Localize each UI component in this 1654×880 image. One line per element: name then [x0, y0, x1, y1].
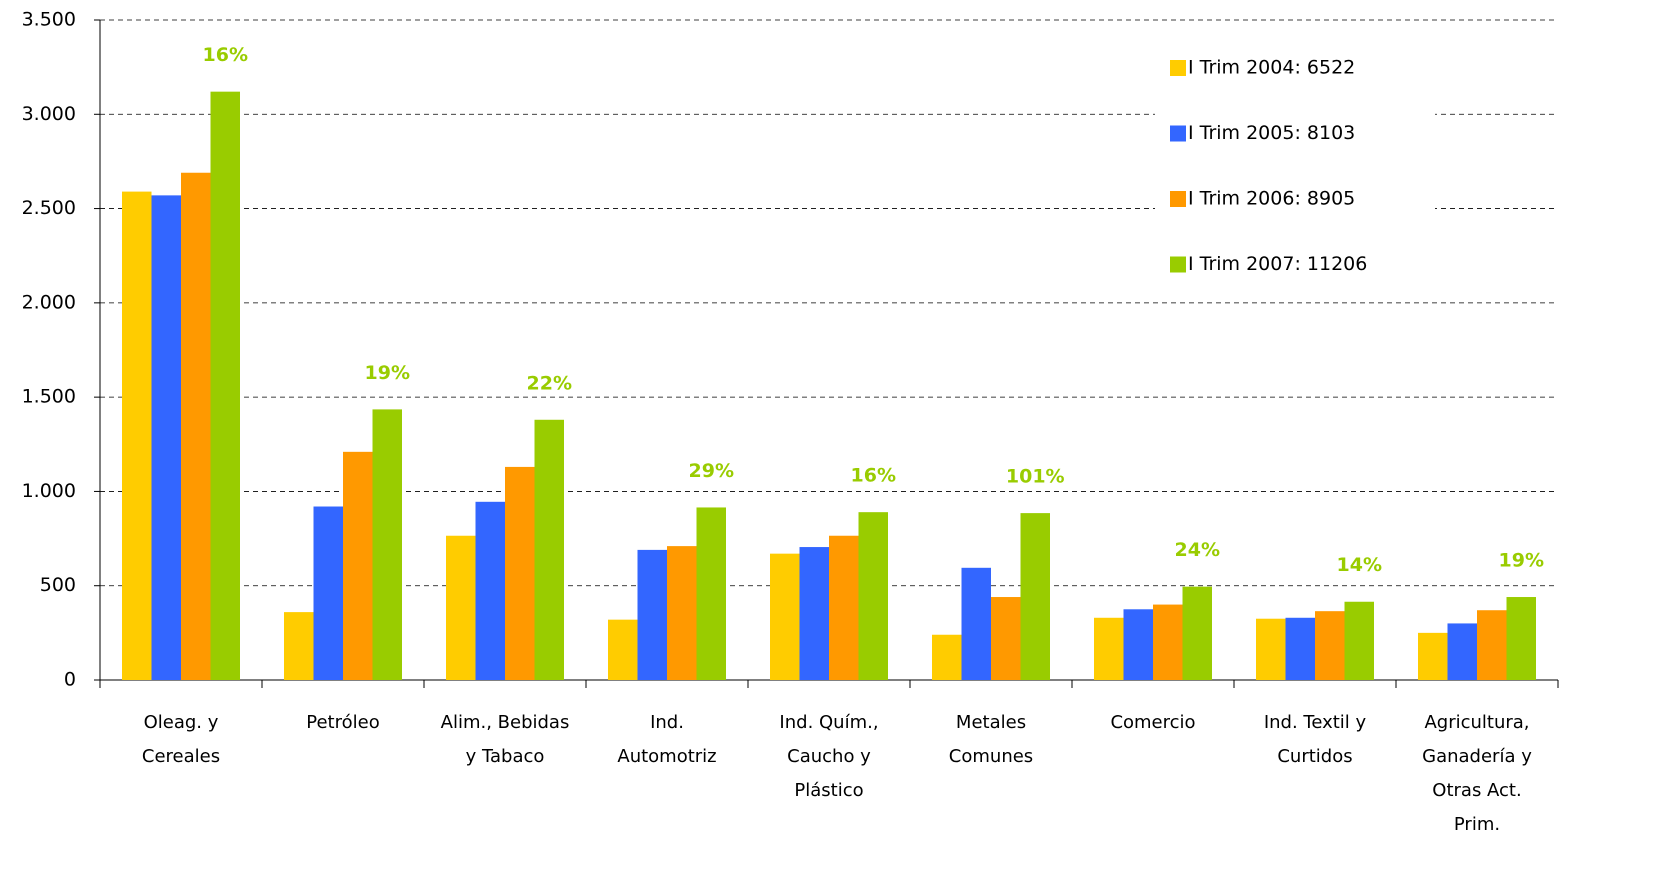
annotation: 16%	[851, 465, 896, 487]
y-tick-label: 0	[64, 669, 76, 691]
legend-swatch	[1170, 125, 1186, 142]
bar	[534, 419, 564, 680]
legend-swatch	[1170, 256, 1186, 273]
y-tick-label: 2.500	[22, 197, 76, 219]
bar	[1182, 586, 1212, 680]
annotation: 16%	[203, 44, 248, 66]
bar	[372, 409, 402, 680]
bar	[151, 195, 181, 680]
x-tick-label: Ind. Textil y Curtidos	[1263, 712, 1367, 767]
bar	[1123, 609, 1153, 680]
bar	[122, 191, 152, 680]
bar	[1506, 597, 1536, 680]
y-tick-label: 3.000	[22, 103, 76, 125]
bar	[696, 507, 726, 680]
legend-label: I Trim 2006: 8905	[1188, 188, 1355, 210]
bar	[1285, 617, 1315, 680]
y-tick-label: 500	[40, 574, 76, 596]
bar	[608, 619, 638, 680]
bar	[505, 466, 535, 680]
x-tick-label: Alim., Bebidas y Tabaco	[440, 712, 570, 767]
bar	[1256, 618, 1286, 680]
bar	[991, 597, 1021, 680]
legend-box	[1155, 45, 1435, 290]
bar	[829, 535, 859, 680]
annotation: 22%	[527, 372, 572, 394]
bar	[1315, 611, 1345, 680]
bar	[858, 512, 888, 680]
bar	[313, 506, 343, 680]
legend-swatch	[1170, 191, 1186, 207]
y-tick-label: 1.000	[22, 480, 76, 502]
legend-label: I Trim 2005: 8103	[1188, 122, 1355, 144]
bar	[284, 612, 314, 680]
bar	[770, 553, 800, 680]
bar	[1344, 601, 1374, 680]
bar	[799, 547, 829, 680]
bar	[1447, 623, 1477, 680]
legend-label: I Trim 2004: 6522	[1188, 57, 1355, 79]
bar	[210, 91, 240, 680]
bar	[446, 535, 476, 680]
annotation: 29%	[689, 460, 734, 482]
bar	[475, 501, 505, 680]
y-tick-label: 2.000	[22, 291, 76, 313]
x-tick-label: Agricultura, Ganadería y Otras Act. Prim…	[1422, 712, 1532, 835]
x-tick-label: Ind. Automotriz	[617, 712, 717, 767]
annotation: 19%	[365, 362, 410, 384]
y-tick-label: 3.500	[22, 9, 76, 31]
bar	[667, 546, 697, 680]
bar	[1153, 604, 1183, 680]
x-tick-label: Comercio	[1110, 712, 1196, 733]
x-tick-label: Metales Comunes	[948, 712, 1034, 767]
y-tick-label: 1.500	[22, 386, 76, 408]
annotation: 19%	[1499, 550, 1544, 572]
x-tick-label: Oleag. y Cereales	[141, 712, 221, 767]
annotation: 14%	[1337, 554, 1382, 576]
bar	[1020, 513, 1050, 680]
bar	[961, 567, 991, 680]
legend-label: I Trim 2007: 11206	[1188, 253, 1367, 275]
bar	[932, 634, 962, 680]
bar	[343, 451, 373, 680]
bar	[1094, 617, 1124, 680]
annotation: 24%	[1175, 539, 1220, 561]
bar	[1418, 632, 1448, 680]
bar	[1477, 610, 1507, 680]
bar	[637, 549, 667, 680]
legend-swatch	[1170, 60, 1186, 76]
bar	[181, 172, 211, 680]
annotation: 101%	[1006, 466, 1065, 488]
x-tick-label: Ind. Quím., Caucho y Plástico	[779, 712, 879, 801]
x-tick-label: Petróleo	[306, 712, 380, 733]
